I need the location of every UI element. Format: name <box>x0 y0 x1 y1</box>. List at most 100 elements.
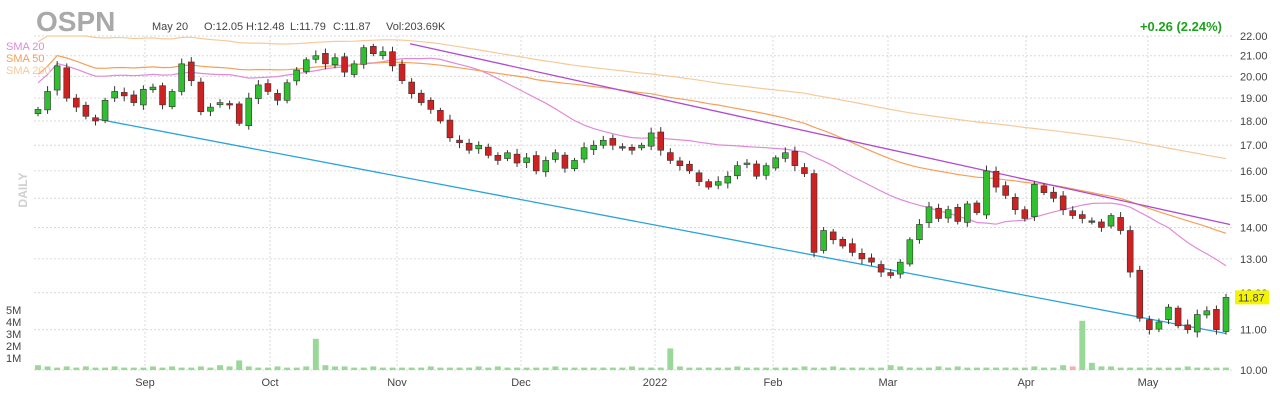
candle-body <box>820 230 827 251</box>
candle-body <box>216 102 224 106</box>
candle-body <box>350 63 358 75</box>
volume-bar <box>600 367 607 370</box>
price-tick-label: 17.00 <box>1240 140 1268 152</box>
candle-body <box>599 139 607 146</box>
volume-bar <box>35 365 41 370</box>
candle-body <box>255 84 262 99</box>
volume-bar <box>715 367 722 370</box>
volume-bar <box>370 366 377 370</box>
volume-bar <box>399 367 406 370</box>
volume-bar <box>466 367 473 370</box>
volume-bar <box>341 366 348 370</box>
candle-body <box>1098 221 1105 228</box>
volume-bar <box>44 366 51 370</box>
legend-sma-200: SMA 200 <box>6 65 51 77</box>
candle-body <box>734 165 741 177</box>
candle-body <box>714 181 722 186</box>
candle-body <box>44 91 51 111</box>
volume-bar <box>1108 366 1115 370</box>
header-high: H:12.48 <box>246 21 285 33</box>
volume-bar <box>389 367 396 370</box>
volume-bar <box>523 367 530 370</box>
candle-body <box>417 92 425 103</box>
candle-body <box>628 146 636 151</box>
month-label: Dec <box>511 377 531 389</box>
volume-bar <box>590 367 597 370</box>
sma-50-line <box>37 54 1227 234</box>
volume-bar <box>734 366 741 370</box>
candle-body <box>1213 309 1220 330</box>
volume-bar <box>1021 367 1028 370</box>
volume-bar <box>638 367 645 370</box>
volume-bar <box>1194 367 1201 370</box>
candle-body <box>1011 197 1019 210</box>
candle-body <box>590 144 597 150</box>
candle-body <box>34 109 42 114</box>
lower-trendline <box>94 118 1227 335</box>
candle-body <box>168 91 176 108</box>
ticker-symbol: OSPN <box>36 6 115 37</box>
interval-label: DAILY <box>16 173 30 208</box>
volume-bar <box>935 366 942 370</box>
candle-body <box>667 152 674 161</box>
candle-body <box>485 146 492 156</box>
volume-bars <box>35 320 1229 370</box>
price-tick-label: 18.00 <box>1240 116 1268 128</box>
volume-bar <box>1050 367 1057 370</box>
volume-bar <box>264 367 271 370</box>
candle-body <box>1222 297 1230 332</box>
candle-body <box>935 207 942 219</box>
volume-bar <box>418 367 425 370</box>
candle-body <box>73 97 80 108</box>
candle-body <box>925 206 933 223</box>
volume-bar <box>140 367 147 370</box>
price-tick-label: 10.00 <box>1240 365 1268 377</box>
candle-body <box>293 69 300 82</box>
candle-body <box>992 171 1000 188</box>
volume-bar <box>906 367 913 370</box>
candle-body <box>53 65 61 91</box>
volume-bar <box>983 367 990 370</box>
candle-body <box>398 63 406 81</box>
candle-body <box>1203 310 1211 316</box>
volume-bar <box>763 367 770 370</box>
volume-tick-label: 5M <box>6 305 21 317</box>
candle-body <box>772 157 779 169</box>
price-tick-label: 15.00 <box>1240 193 1268 205</box>
month-label: Nov <box>387 377 407 389</box>
volume-bar <box>724 367 731 370</box>
candle-body <box>1050 191 1057 199</box>
candle-body <box>1031 184 1038 217</box>
candle-body <box>1002 185 1009 196</box>
volume-bar <box>332 366 338 370</box>
volume-bar <box>408 367 415 370</box>
candle-body <box>475 144 482 150</box>
candle-body <box>494 155 502 161</box>
volume-bar <box>830 366 837 370</box>
volume-tick-label: 2M <box>6 341 21 353</box>
candle-body <box>647 132 655 147</box>
legend-sma-50: SMA 50 <box>6 53 45 65</box>
candle-body <box>360 47 368 65</box>
volume-bar <box>926 367 932 370</box>
volume-bar <box>878 367 885 370</box>
trendlines <box>94 43 1231 335</box>
candle-body <box>341 56 348 73</box>
candle-body <box>973 202 981 213</box>
candle-body <box>504 152 511 159</box>
price-tick-label: 13.00 <box>1240 254 1268 266</box>
candle-body <box>312 55 320 60</box>
candle-body <box>695 172 703 182</box>
candle-body <box>552 152 559 160</box>
month-label: 2022 <box>643 377 667 389</box>
volume-bar <box>245 366 252 370</box>
volume-bar <box>1223 367 1229 370</box>
price-tick-label: 16.00 <box>1240 166 1268 178</box>
volume-bar <box>446 367 453 370</box>
candle-body <box>188 61 195 81</box>
candle-body <box>801 167 808 174</box>
volume-bar <box>514 367 521 370</box>
volume-bar <box>858 367 865 370</box>
volume-bar <box>782 367 789 370</box>
volume-bar <box>169 366 176 370</box>
